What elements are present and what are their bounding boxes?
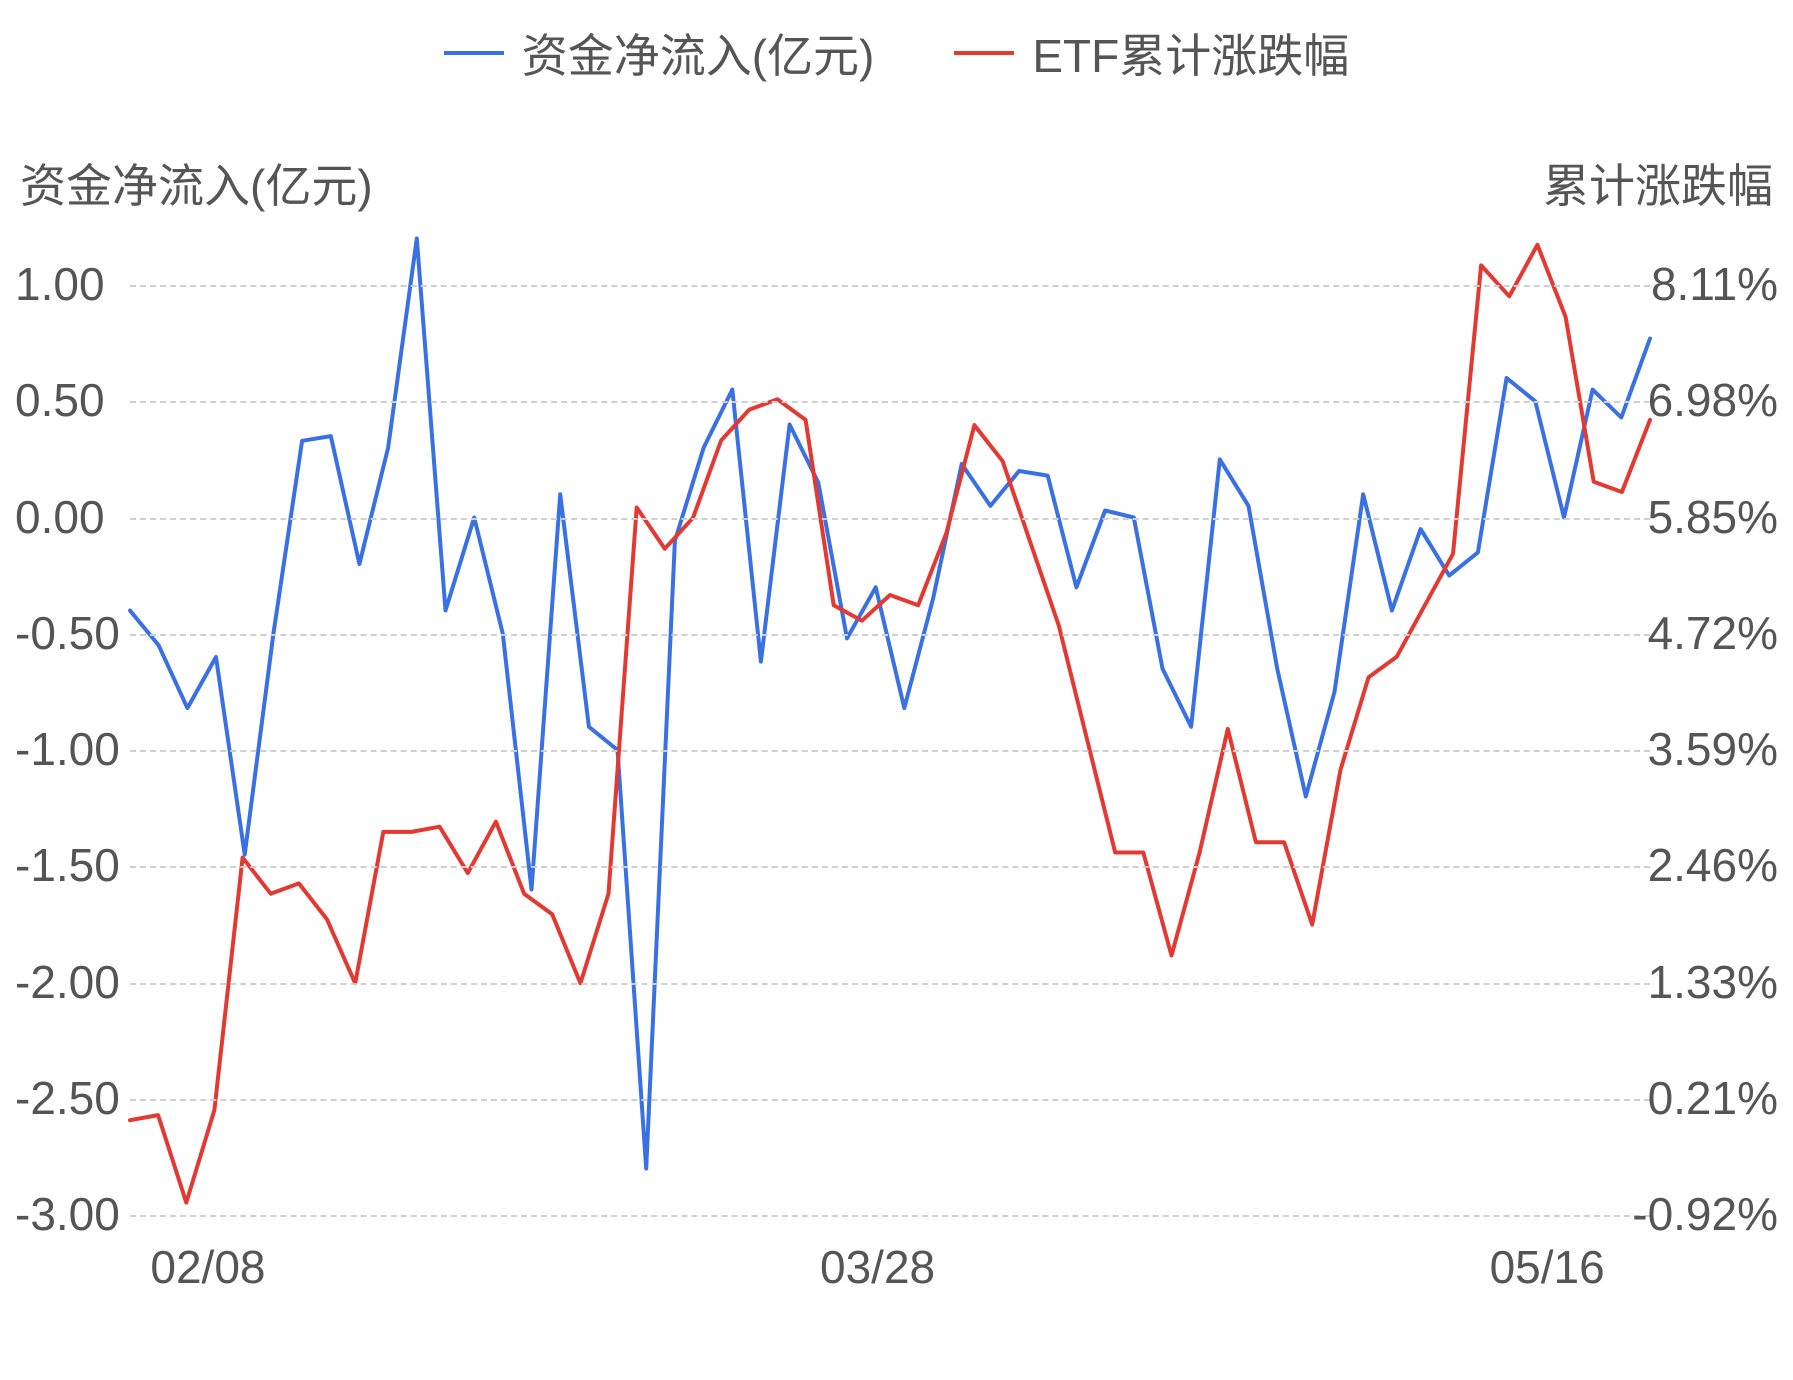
gridline bbox=[130, 866, 1650, 868]
plot-area bbox=[130, 285, 1650, 1215]
y-right-tick-label: 6.98% bbox=[1648, 373, 1778, 427]
legend-label-inflow: 资金净流入(亿元) bbox=[522, 20, 875, 86]
y-right-tick-label: 3.59% bbox=[1648, 722, 1778, 776]
y-left-tick-label: -1.00 bbox=[15, 722, 120, 776]
legend-label-etf: ETF累计涨跌幅 bbox=[1032, 20, 1349, 86]
legend-item-inflow: 资金净流入(亿元) bbox=[444, 20, 875, 86]
y-axis-left-title: 资金净流入(亿元) bbox=[20, 150, 373, 216]
y-right-tick-label: 0.21% bbox=[1648, 1071, 1778, 1125]
y-left-tick-label: 0.00 bbox=[15, 490, 105, 544]
series-line-net_inflow bbox=[130, 239, 1650, 1169]
x-tick-label: 05/16 bbox=[1490, 1240, 1605, 1294]
y-left-tick-label: 1.00 bbox=[15, 257, 105, 311]
y-right-tick-label: 4.72% bbox=[1648, 606, 1778, 660]
legend-swatch-inflow bbox=[444, 51, 504, 55]
y-right-tick-label: 8.11% bbox=[1651, 257, 1778, 311]
y-right-tick-label: 2.46% bbox=[1648, 838, 1778, 892]
series-line-etf_cum_return bbox=[130, 245, 1650, 1203]
x-tick-label: 02/08 bbox=[150, 1240, 265, 1294]
gridline bbox=[130, 983, 1650, 985]
y-left-tick-label: -2.00 bbox=[15, 955, 120, 1009]
gridline bbox=[130, 750, 1650, 752]
y-left-tick-label: -3.00 bbox=[15, 1187, 120, 1241]
y-left-tick-label: -1.50 bbox=[15, 838, 120, 892]
gridline bbox=[130, 518, 1650, 520]
y-left-tick-label: -2.50 bbox=[15, 1071, 120, 1125]
y-left-tick-label: -0.50 bbox=[15, 606, 120, 660]
chart-container: 资金净流入(亿元) ETF累计涨跌幅 资金净流入(亿元) 累计涨跌幅 1.00 0… bbox=[0, 0, 1793, 1380]
gridline bbox=[130, 1099, 1650, 1101]
y-right-tick-label: 1.33% bbox=[1648, 955, 1778, 1009]
gridline bbox=[130, 634, 1650, 636]
y-axis-right-title: 累计涨跌幅 bbox=[1543, 150, 1773, 216]
y-left-tick-label: 0.50 bbox=[15, 373, 105, 427]
gridline bbox=[130, 1215, 1650, 1217]
legend-item-etf: ETF累计涨跌幅 bbox=[954, 20, 1349, 86]
gridline bbox=[130, 285, 1650, 287]
legend-swatch-etf bbox=[954, 51, 1014, 55]
legend: 资金净流入(亿元) ETF累计涨跌幅 bbox=[0, 20, 1793, 86]
y-right-tick-label: 5.85% bbox=[1648, 490, 1778, 544]
x-tick-label: 03/28 bbox=[820, 1240, 935, 1294]
y-right-tick-label: -0.92% bbox=[1632, 1187, 1778, 1241]
gridline bbox=[130, 401, 1650, 403]
